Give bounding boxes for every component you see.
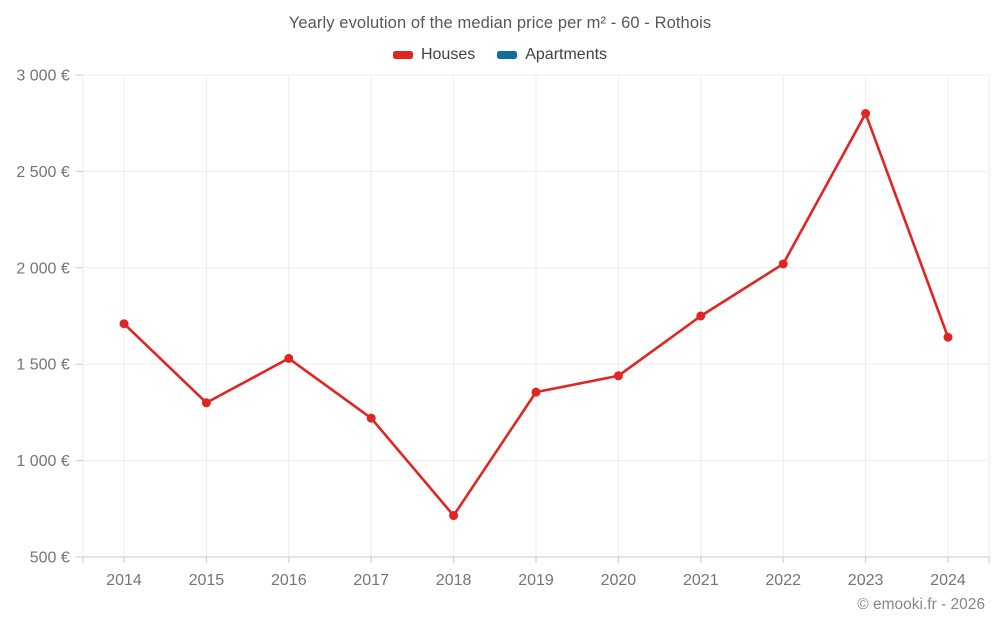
houses-data-point[interactable] [119, 319, 129, 329]
copyright-footer: © emooki.fr - 2026 [857, 596, 985, 613]
houses-data-point[interactable] [531, 387, 541, 397]
houses-data-point[interactable] [284, 353, 294, 363]
y-axis-tick-label: 1 500 € [16, 357, 69, 374]
legend-label-apartments: Apartments [525, 46, 608, 63]
houses-data-point[interactable] [366, 413, 376, 423]
legend-item-apartments[interactable]: Apartments [497, 46, 607, 64]
x-axis-tick-label: 2020 [601, 572, 637, 589]
chart-title: Yearly evolution of the median price per… [288, 14, 712, 32]
y-axis-tick-label: 2 000 € [16, 260, 69, 277]
x-axis-tick-label: 2021 [683, 572, 719, 589]
x-axis-tick-label: 2023 [848, 572, 884, 589]
legend: Houses Apartments [0, 46, 1000, 64]
y-axis-tick-label: 500 € [30, 550, 70, 567]
houses-data-point[interactable] [778, 259, 788, 269]
y-axis-tick-label: 2 500 € [16, 164, 69, 181]
x-axis-tick-label: 2019 [518, 572, 554, 589]
houses-data-point[interactable] [613, 371, 623, 381]
x-axis-tick-label: 2015 [189, 572, 225, 589]
x-axis-tick-label: 2014 [106, 572, 142, 589]
x-axis-tick-label: 2022 [765, 572, 801, 589]
y-axis-tick-label: 1 000 € [16, 453, 69, 470]
legend-label-houses: Houses [420, 46, 476, 63]
houses-data-point[interactable] [696, 311, 706, 321]
x-axis-tick-label: 2024 [930, 572, 966, 589]
apartments-series-swatch-icon [497, 51, 518, 59]
x-axis-tick-label: 2018 [436, 572, 472, 589]
x-axis-tick-label: 2016 [271, 572, 307, 589]
houses-data-point[interactable] [449, 511, 459, 521]
houses-series-swatch-icon [392, 51, 413, 59]
houses-data-point[interactable] [943, 332, 953, 342]
y-axis-tick-label: 3 000 € [16, 68, 69, 85]
houses-data-point[interactable] [861, 109, 871, 119]
legend-item-houses[interactable]: Houses [392, 46, 476, 64]
x-axis-tick-label: 2017 [353, 572, 389, 589]
houses-data-point[interactable] [201, 398, 211, 408]
